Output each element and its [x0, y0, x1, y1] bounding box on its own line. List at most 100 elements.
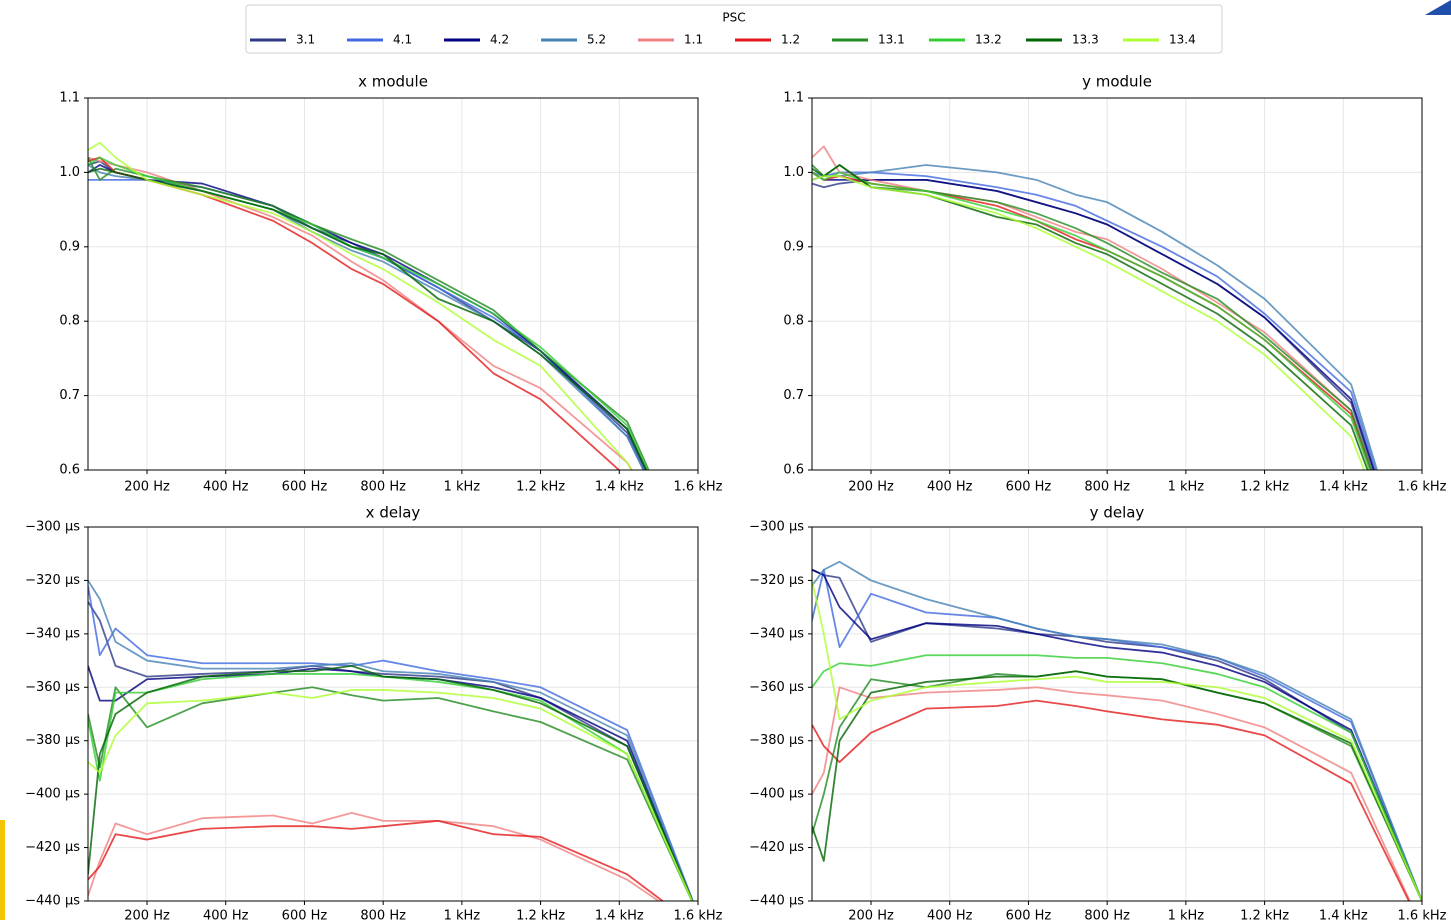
- x-tick-label: 200 Hz: [124, 909, 170, 923]
- x-tick-label: 600 Hz: [1006, 909, 1052, 923]
- legend-label: 13.3: [1072, 33, 1099, 47]
- y-tick-label: −420 µs: [749, 840, 804, 855]
- x-tick-label: 1.2 kHz: [516, 909, 565, 923]
- legend-box: [245, 4, 1223, 54]
- x-tick-label: 800 Hz: [360, 909, 406, 923]
- series-line: 3.1: [812, 568, 1422, 901]
- corner-decoration: [1425, 0, 1451, 15]
- series-line: 13.4: [812, 175, 1366, 470]
- x-tick-label: 1.6 kHz: [674, 480, 723, 495]
- y-tick-label: −420 µs: [25, 840, 80, 855]
- y-tick-label: 1.1: [59, 91, 80, 106]
- x-tick-label: 1.4 kHz: [1319, 480, 1368, 495]
- y-tick-label: 0.7: [59, 388, 80, 403]
- series-line: 13.2: [88, 156, 649, 470]
- x-tick-label: 200 Hz: [848, 909, 894, 923]
- plot-area: 3.14.14.25.21.11.213.113.213.313.4: [88, 579, 694, 901]
- legend-label: 13.1: [878, 33, 905, 47]
- x-tick-label: 800 Hz: [1084, 909, 1130, 923]
- y-tick-label: −320 µs: [749, 573, 804, 588]
- plot-area: 3.14.14.25.21.11.213.113.213.313.4: [88, 141, 650, 470]
- series-line: 1.2: [812, 699, 1410, 901]
- legend-label: 4.1: [393, 33, 412, 47]
- series-line: 5.2: [812, 164, 1378, 470]
- series-line: 4.2: [812, 171, 1375, 470]
- series-line: 1.1: [88, 811, 661, 901]
- legend-label: 1.2: [781, 33, 800, 47]
- plot-area: 3.14.14.25.21.11.213.113.213.313.4: [812, 145, 1378, 470]
- y-tick-label: 0.8: [59, 314, 80, 329]
- y-tick-label: −300 µs: [25, 520, 80, 535]
- y-tick-label: −340 µs: [749, 626, 804, 641]
- x-tick-label: 1.6 kHz: [1398, 909, 1447, 923]
- y-tick-label: 1.0: [783, 165, 804, 180]
- x-tick-label: 1.4 kHz: [595, 909, 644, 923]
- y-tick-label: −400 µs: [25, 787, 80, 802]
- y-tick-label: −320 µs: [25, 573, 80, 588]
- x-tick-label: 1.2 kHz: [1240, 909, 1289, 923]
- x-tick-label: 600 Hz: [282, 480, 328, 495]
- series-line: 5.2: [812, 560, 1422, 901]
- legend-title: PSC: [722, 11, 745, 25]
- x-tick-label: 400 Hz: [927, 909, 973, 923]
- series-line: 13.2: [812, 171, 1371, 470]
- series-line: 13.1: [88, 157, 650, 470]
- series-line: 1.2: [88, 819, 665, 901]
- legend-label: 5.2: [587, 33, 606, 47]
- y-tick-label: −380 µs: [25, 733, 80, 748]
- y-tick-label: −440 µs: [749, 894, 804, 909]
- x-tick-label: 1.2 kHz: [1240, 480, 1289, 495]
- x-tick-label: 400 Hz: [203, 909, 249, 923]
- x-tick-label: 600 Hz: [1006, 480, 1052, 495]
- y-tick-label: −300 µs: [749, 520, 804, 535]
- y-tick-label: 0.8: [783, 314, 804, 329]
- x-tick-label: 1.6 kHz: [674, 909, 723, 923]
- series-line: 4.1: [812, 171, 1377, 470]
- y-tick-label: 0.7: [783, 388, 804, 403]
- plot-area: 3.14.14.25.21.11.213.113.213.313.4: [812, 560, 1422, 901]
- legend-label: 13.2: [975, 33, 1002, 47]
- y-tick-label: −340 µs: [25, 626, 80, 641]
- y-tick-label: 0.6: [59, 463, 80, 478]
- x-tick-label: 400 Hz: [927, 480, 973, 495]
- series-line: 1.1: [812, 686, 1411, 901]
- y-tick-label: −360 µs: [749, 680, 804, 695]
- series-line: 13.1: [812, 670, 1422, 901]
- chart-title: x module: [358, 73, 428, 91]
- x-tick-label: 1 kHz: [444, 480, 481, 495]
- edge-decoration: [0, 820, 5, 920]
- series-line: 13.4: [88, 141, 633, 470]
- x-tick-label: 600 Hz: [282, 909, 328, 923]
- y-tick-label: −440 µs: [25, 894, 80, 909]
- series-line: 13.4: [812, 580, 1422, 901]
- legend-label: 1.1: [684, 33, 703, 47]
- x-tick-label: 400 Hz: [203, 480, 249, 495]
- x-tick-label: 800 Hz: [1084, 480, 1130, 495]
- x-tick-label: 1.4 kHz: [1319, 909, 1368, 923]
- x-tick-label: 1.2 kHz: [516, 480, 565, 495]
- axes-frame: [811, 526, 1423, 902]
- series-line: 13.4: [88, 689, 694, 901]
- axes-frame: [87, 526, 699, 902]
- series-line: 13.3: [812, 164, 1369, 470]
- y-tick-label: 0.9: [783, 239, 804, 254]
- x-tick-label: 1 kHz: [1168, 909, 1205, 923]
- series-line: 4.2: [88, 665, 694, 901]
- y-tick-label: −360 µs: [25, 680, 80, 695]
- y-tick-label: −400 µs: [749, 787, 804, 802]
- series-line: 13.1: [88, 686, 693, 901]
- legend-label: 3.1: [296, 33, 315, 47]
- series-line: 13.2: [812, 654, 1422, 901]
- legend-label: 13.4: [1169, 33, 1196, 47]
- y-tick-label: 1.0: [59, 165, 80, 180]
- y-tick-label: −380 µs: [749, 733, 804, 748]
- x-tick-label: 1 kHz: [1168, 480, 1205, 495]
- chart-title: y delay: [1090, 504, 1145, 522]
- axes-frame: [87, 97, 699, 471]
- series-line: 4.2: [812, 568, 1422, 901]
- chart-title: y module: [1082, 73, 1152, 91]
- x-tick-label: 800 Hz: [360, 480, 406, 495]
- x-tick-label: 1.4 kHz: [595, 480, 644, 495]
- axes-frame: [811, 97, 1423, 471]
